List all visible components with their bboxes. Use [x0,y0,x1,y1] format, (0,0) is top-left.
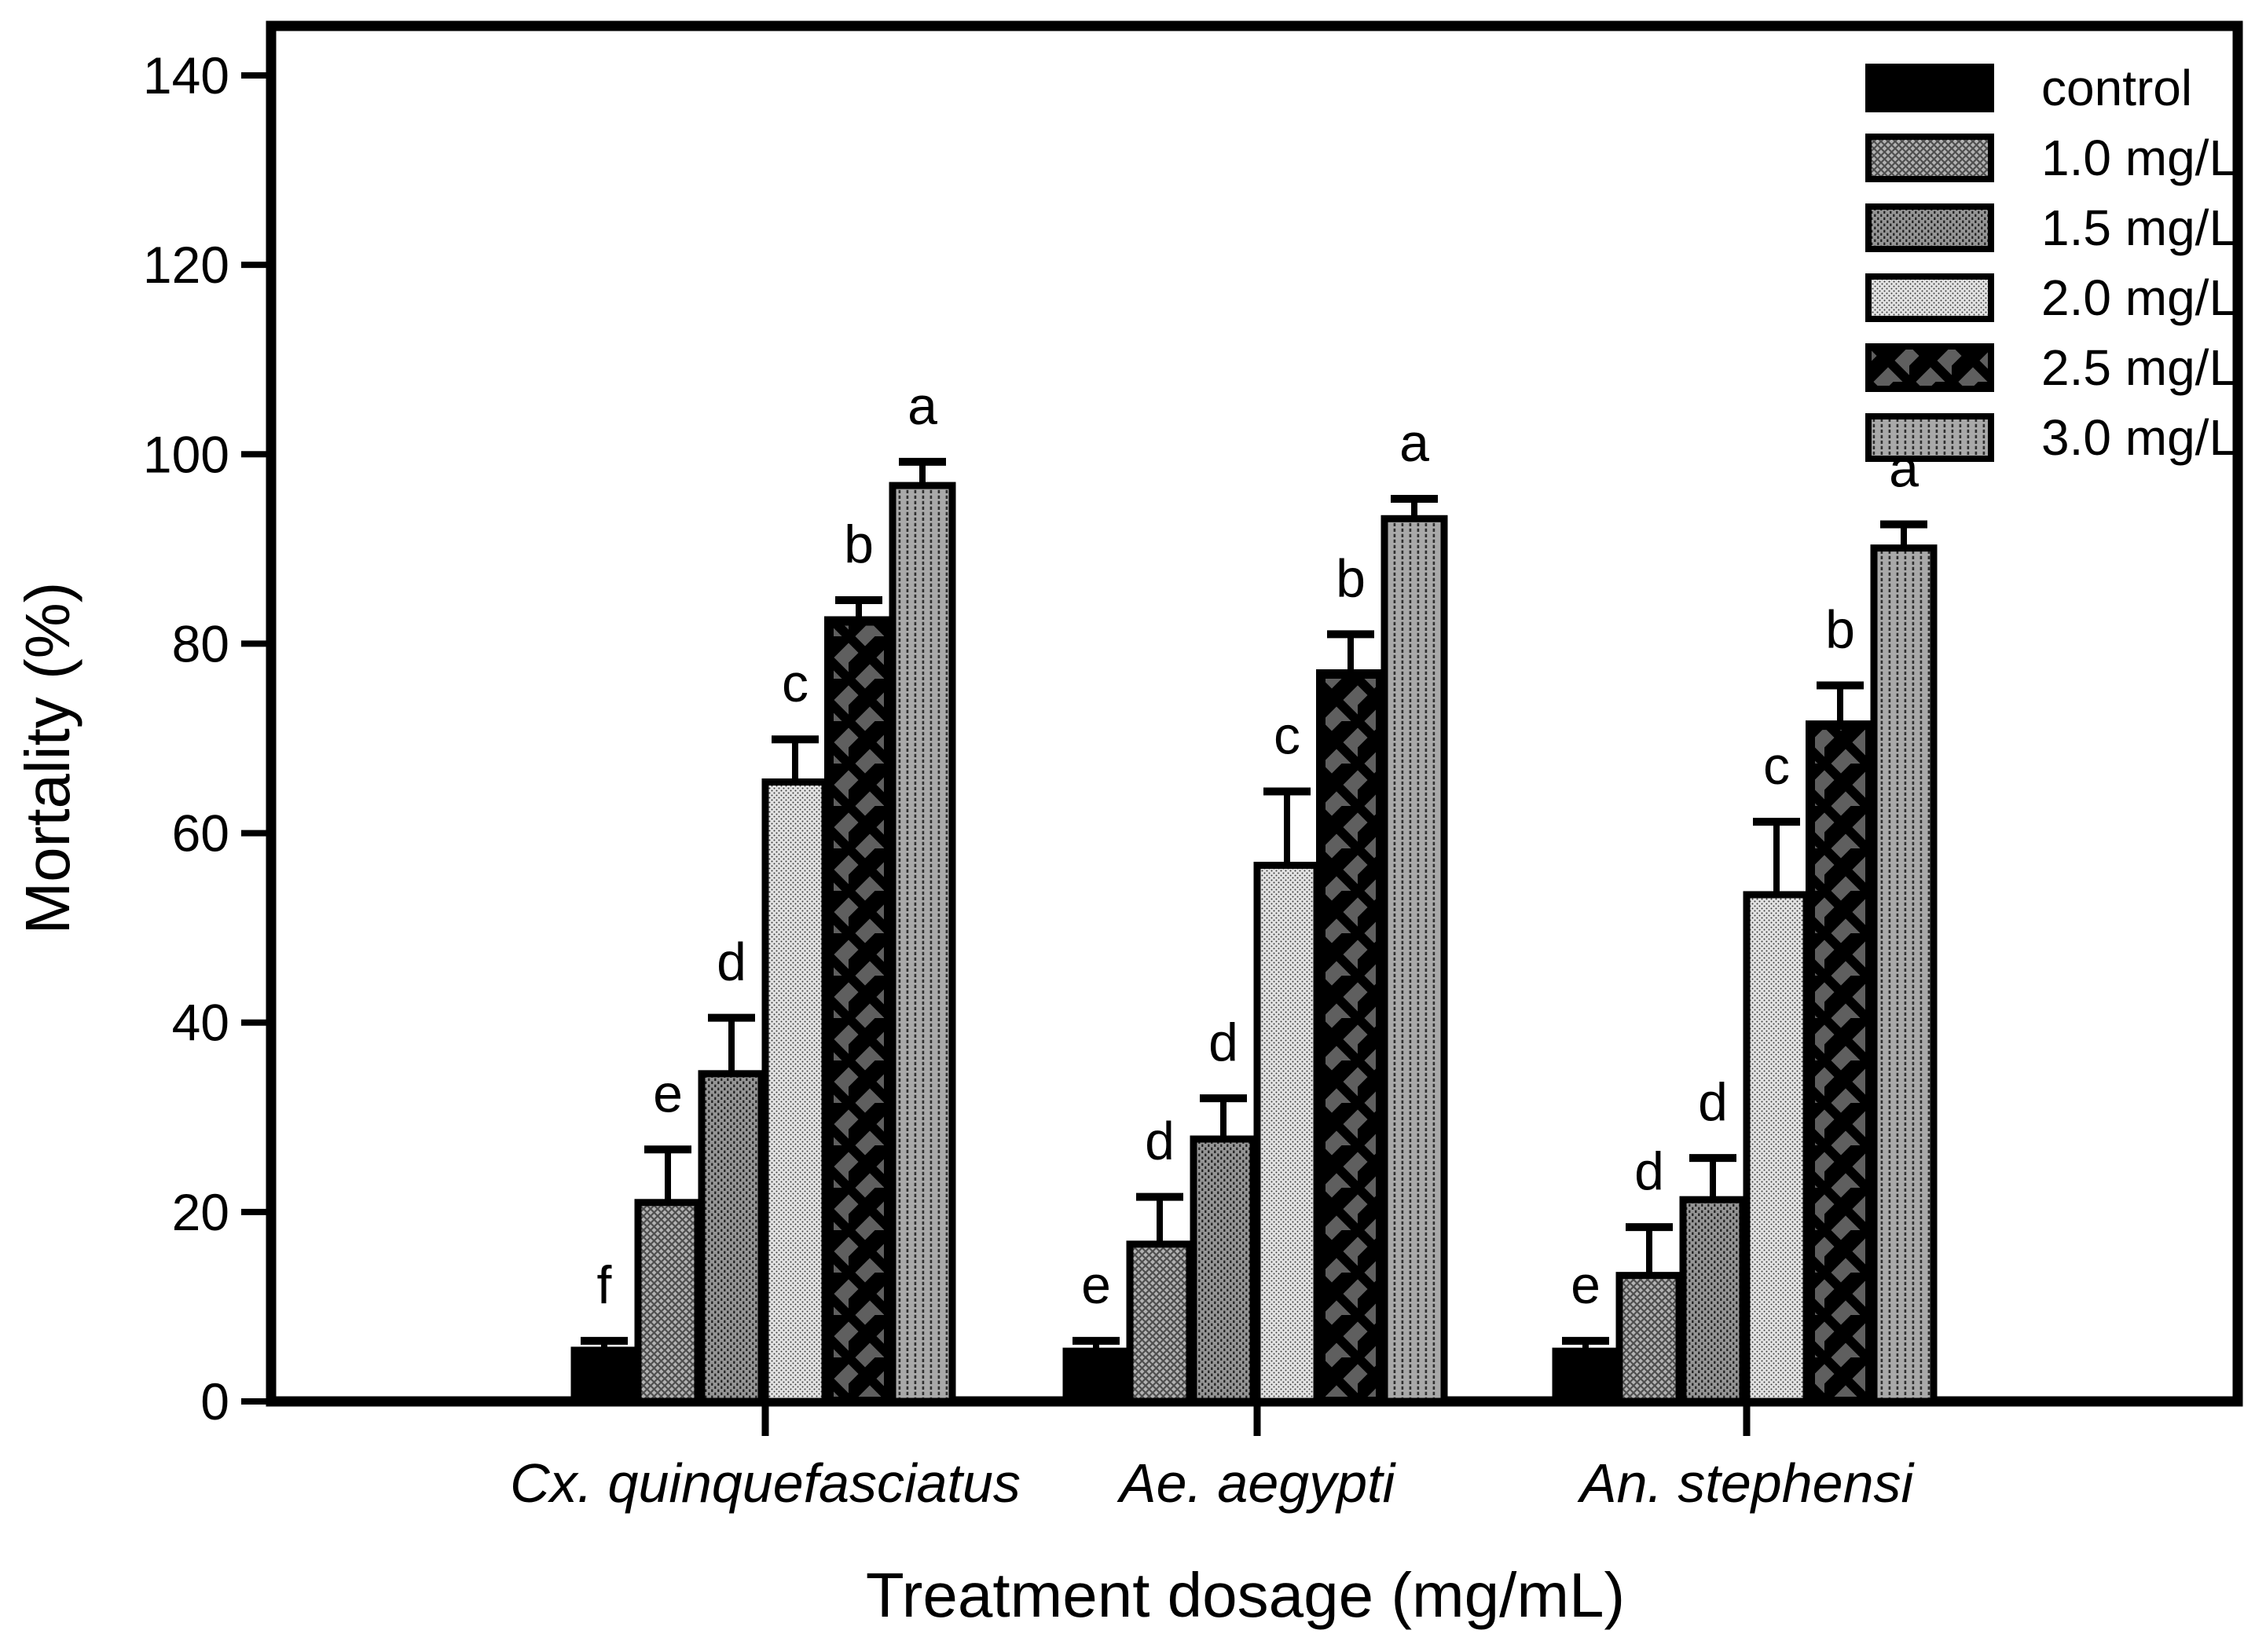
y-tick-label: 120 [143,236,229,294]
bar [634,1199,702,1405]
legend-swatch [1865,343,1994,392]
category-labels: Cx. quinquefasciatus Ae. aegypti An. steph… [510,1452,1915,1514]
significance-letter: d [1208,1013,1238,1072]
significance-letter: a [1399,413,1429,473]
y-tick-label: 0 [200,1372,229,1430]
y-axis-ticks: 0 20 40 60 80 100 120 140 [143,46,271,1430]
bar-series [570,457,1938,1406]
category-label: Cx. quinquefasciatus [510,1452,1021,1514]
legend-item: 1.5 mg/L [1865,200,2237,256]
significance-letter: d [717,932,746,992]
legend-swatch [1865,273,1994,322]
y-tick-label: 100 [143,425,229,483]
legend-swatch [1865,134,1994,182]
legend-item: 2.5 mg/L [1865,339,2237,396]
bar [761,778,829,1405]
legend-swatch [1865,203,1994,252]
legend-label: 1.0 mg/L [2041,130,2237,186]
legend-label: 2.0 mg/L [2041,269,2237,326]
legend-label: 2.5 mg/L [2041,339,2237,396]
y-tick-label: 140 [143,46,229,104]
legend-item: 3.0 mg/L [1865,409,2237,466]
legend-item: 2.0 mg/L [1865,269,2237,326]
legend-label: 1.5 mg/L [2041,200,2237,256]
significance-letter: d [1634,1141,1664,1201]
y-tick-label: 80 [172,614,229,672]
bar [824,616,893,1406]
bar [1062,1347,1130,1405]
bar [698,1070,765,1405]
bar [1316,669,1385,1406]
significance-letter: b [1336,548,1366,608]
legend-item: 1.0 mg/L [1865,130,2237,186]
significance-letter: e [653,1064,683,1123]
legend-item: control [1865,60,2192,116]
significance-letter: c [1763,736,1790,796]
bar [1615,1272,1683,1405]
significance-letter: b [1825,599,1855,659]
legend-swatch [1865,413,1994,462]
bar [1190,1135,1257,1405]
legend-label: 3.0 mg/L [2041,409,2237,466]
bar [1253,862,1321,1405]
bar [1126,1240,1194,1405]
x-axis-title: Treatment dosage (mg/mL) [866,1560,1625,1630]
category-label: An. stephensi [1577,1452,1916,1514]
significance-letter: d [1698,1072,1728,1132]
significance-letter: e [1571,1255,1600,1315]
legend-swatch [1865,64,1994,112]
significance-letter: d [1145,1112,1175,1171]
bar [1552,1347,1619,1405]
bar [1380,515,1448,1405]
chart-legend: control 1.0 mg/L 1.5 mg/L 2.0 mg/L 2.5 mg/L 3… [1865,60,2237,466]
significance-letter: f [597,1255,612,1315]
significance-letter: e [1081,1255,1111,1315]
bar [570,1346,638,1405]
y-tick-label: 20 [172,1183,229,1241]
y-axis-title: Mortality (%) [13,582,82,935]
x-axis-ticks [761,1406,1751,1436]
bar [1679,1196,1747,1405]
bar [1806,720,1875,1406]
significance-letter: a [908,376,937,436]
significance-letter: c [782,654,808,713]
legend-label: control [2041,60,2192,116]
bar [889,482,956,1405]
bar [1743,891,1810,1405]
significance-letter: c [1274,706,1300,766]
y-tick-label: 60 [172,804,229,863]
bar [1870,544,1938,1405]
significance-letter: b [844,515,874,574]
category-label: Ae. aegypti [1116,1452,1397,1514]
y-tick-label: 40 [172,994,229,1052]
